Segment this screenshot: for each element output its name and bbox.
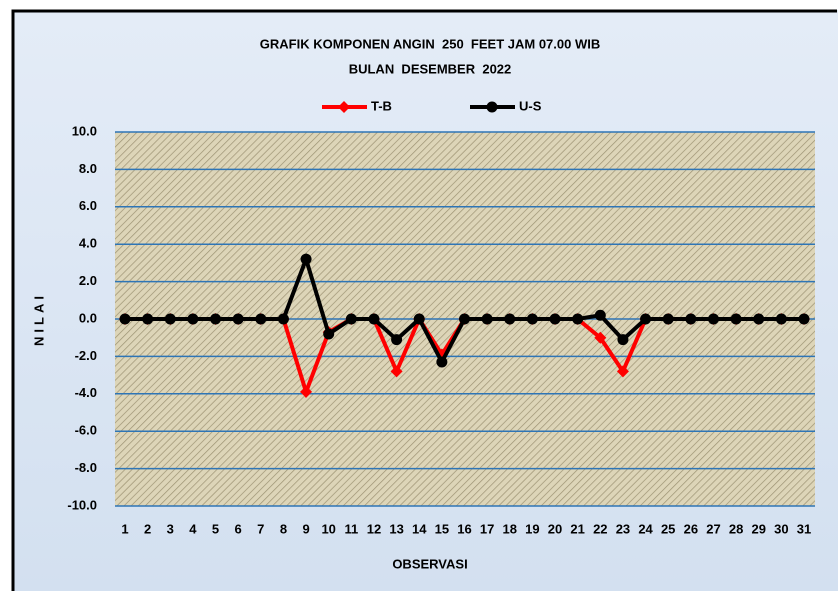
x-tick-label: 14 (412, 521, 427, 536)
marker (390, 365, 403, 378)
x-tick-label: 25 (661, 521, 675, 536)
marker (232, 313, 244, 325)
y-tick-label: -2.0 (75, 348, 97, 363)
marker (210, 313, 222, 325)
marker (662, 313, 674, 325)
marker (617, 334, 629, 346)
x-tick-label: 21 (570, 521, 584, 536)
y-tick-label: 8.0 (79, 161, 97, 176)
marker (300, 253, 312, 265)
x-tick-label: 19 (525, 521, 539, 536)
x-tick-label: 8 (280, 521, 287, 536)
x-tick-label: 16 (457, 521, 471, 536)
x-tick-label: 23 (616, 521, 630, 536)
x-tick-label: 10 (321, 521, 335, 536)
y-tick-label: -10.0 (67, 497, 97, 512)
marker (436, 356, 448, 368)
legend-label: U-S (519, 98, 542, 113)
x-tick-label: 30 (774, 521, 788, 536)
marker (685, 313, 697, 325)
chart-subtitle: BULAN DESEMBER 2022 (349, 61, 512, 76)
marker (549, 313, 561, 325)
y-tick-label: -6.0 (75, 423, 97, 438)
marker (368, 313, 380, 325)
marker (300, 385, 313, 398)
chart-border (11, 9, 837, 591)
x-tick-label: 29 (751, 521, 765, 536)
x-tick-label: 18 (503, 521, 517, 536)
marker (277, 313, 289, 325)
marker (345, 313, 357, 325)
x-tick-label: 24 (638, 521, 653, 536)
x-tick-label: 4 (189, 521, 197, 536)
marker (459, 313, 470, 325)
x-tick-label: 28 (729, 521, 743, 536)
marker (730, 313, 742, 325)
marker (616, 365, 629, 378)
y-tick-label: -8.0 (75, 460, 97, 475)
x-tick-label: 17 (480, 521, 494, 536)
marker (594, 331, 607, 344)
chart-title: GRAFIK KOMPONEN ANGIN 250 FEET JAM 07.00… (260, 36, 600, 51)
marker (391, 334, 403, 346)
y-tick-label: 0.0 (79, 310, 97, 325)
marker (594, 309, 606, 321)
legend-label: T-B (371, 98, 392, 113)
x-tick-label: 20 (548, 521, 562, 536)
marker (413, 313, 425, 325)
marker (753, 313, 765, 325)
marker (119, 313, 131, 325)
marker (640, 313, 652, 325)
y-tick-label: 10.0 (72, 123, 97, 138)
marker (481, 313, 493, 325)
x-tick-label: 22 (593, 521, 607, 536)
x-tick-label: 6 (235, 521, 242, 536)
marker (142, 313, 154, 325)
marker (798, 313, 810, 325)
x-tick-label: 13 (389, 521, 403, 536)
x-tick-label: 1 (121, 521, 128, 536)
marker (187, 313, 199, 325)
x-tick-label: 31 (797, 521, 811, 536)
x-tick-label: 12 (367, 521, 381, 536)
x-tick-label: 15 (435, 521, 449, 536)
x-tick-label: 11 (344, 521, 358, 536)
legend-marker (486, 101, 498, 113)
y-tick-label: 6.0 (79, 198, 97, 213)
x-tick-label: 2 (144, 521, 151, 536)
x-tick-label: 26 (684, 521, 698, 536)
y-axis-label: NILAI (31, 292, 46, 346)
x-axis-label: OBSERVASI (392, 556, 467, 571)
y-tick-label: 4.0 (79, 236, 97, 251)
x-tick-label: 5 (212, 521, 219, 536)
x-tick-label: 7 (257, 521, 264, 536)
legend-marker (338, 101, 350, 113)
marker (504, 313, 516, 325)
marker (526, 313, 538, 325)
x-tick-label: 3 (167, 521, 174, 536)
marker (323, 328, 335, 340)
marker (572, 313, 584, 325)
marker (255, 313, 267, 325)
marker (707, 313, 719, 325)
x-tick-label: 9 (302, 521, 309, 536)
marker (164, 313, 176, 325)
x-tick-label: 27 (706, 521, 720, 536)
y-tick-label: 2.0 (79, 273, 97, 288)
y-tick-label: -4.0 (75, 385, 97, 400)
marker (775, 313, 787, 325)
